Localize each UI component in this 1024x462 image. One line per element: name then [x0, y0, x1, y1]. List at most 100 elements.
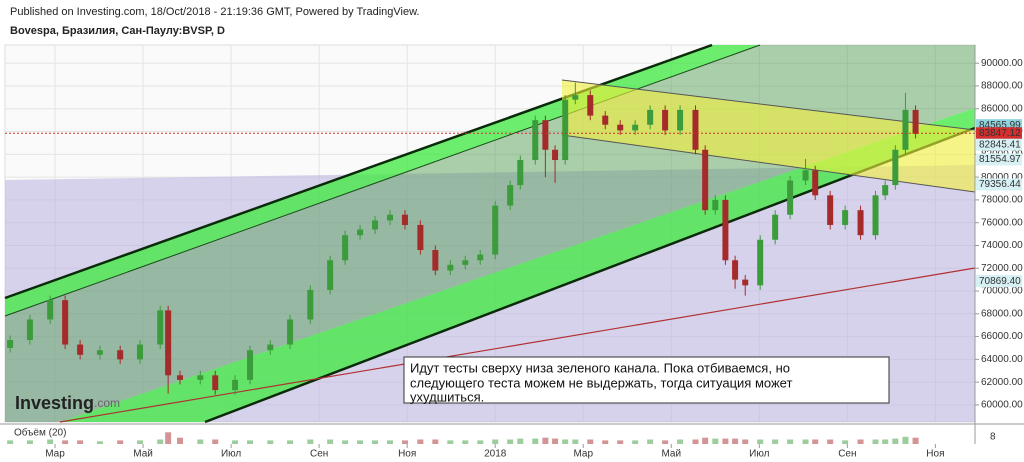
- x-tick-label: Мар: [573, 449, 593, 460]
- volume-bar: [902, 436, 909, 444]
- volume-bar: [742, 439, 749, 444]
- volume-bar: [417, 439, 424, 444]
- candle-body: [287, 319, 294, 345]
- volume-bar: [212, 439, 219, 444]
- volume-bar: [372, 440, 379, 444]
- annotation-line: следующего теста можем не выдержать, тог…: [410, 375, 792, 390]
- volume-bar: [702, 437, 709, 444]
- price-label-box: [976, 178, 1022, 191]
- trend-line: [59, 267, 976, 423]
- candle-body: [712, 199, 719, 211]
- candle-body: [572, 95, 579, 100]
- volume-bar: [647, 439, 654, 444]
- price-label: 83847.12: [979, 128, 1021, 139]
- y-tick-label: 62000.00: [981, 377, 1023, 388]
- candle-body: [447, 264, 454, 271]
- candle-body: [812, 170, 819, 196]
- candle-body: [542, 120, 549, 150]
- volume-bar: [632, 440, 639, 444]
- volume-bar: [447, 440, 454, 444]
- candle-body: [7, 339, 14, 348]
- y-tick-label: 70000.00: [981, 286, 1023, 297]
- volume-bar: [7, 440, 14, 444]
- price-label-box: [976, 275, 1022, 288]
- volume-bar: [342, 440, 349, 444]
- candle-body: [197, 375, 204, 380]
- candle-body: [177, 375, 184, 380]
- candle-body: [632, 124, 639, 131]
- volume-bar: [722, 438, 729, 444]
- candle-body: [842, 210, 849, 225]
- volume-bar: [432, 439, 439, 444]
- candle-body: [47, 300, 54, 320]
- candle-body: [742, 279, 749, 286]
- volume-bar: [96, 441, 103, 444]
- candle-body: [77, 344, 84, 355]
- volume-bar: [602, 440, 609, 444]
- candle-body: [387, 214, 393, 221]
- annotation-line: Идут тесты сверху низа зеленого канала. …: [410, 360, 790, 375]
- volume-bar: [842, 440, 849, 444]
- symbol-title: Bovespa, Бразилия, Сан-Паулу:BVSP, D: [10, 25, 225, 37]
- volume-bar: [47, 439, 54, 444]
- x-tick-label: Сен: [838, 449, 856, 460]
- volume-bar: [157, 439, 164, 444]
- x-tick-label: Июл: [749, 449, 769, 460]
- candle-body: [477, 254, 484, 261]
- volume-bar: [177, 437, 184, 444]
- volume-bar: [136, 440, 143, 444]
- volume-bar: [617, 440, 624, 444]
- yellow-channel-line: [561, 134, 976, 193]
- candle-body: [157, 310, 164, 345]
- y-tick-label: 90000.00: [981, 58, 1023, 69]
- volume-bar: [562, 439, 569, 444]
- volume-bar: [327, 439, 334, 444]
- volume-bar: [197, 439, 204, 444]
- candle-body: [857, 210, 864, 236]
- candle-body: [552, 149, 559, 161]
- channel-line: [204, 126, 976, 424]
- volume-bar: [401, 440, 408, 444]
- volume-bar: [26, 440, 33, 444]
- volume-bar: [912, 437, 919, 444]
- volume-bar: [357, 440, 364, 444]
- volume-bar: [552, 438, 559, 444]
- volume-tick-label: 8: [990, 431, 996, 442]
- candle-body: [772, 214, 779, 240]
- candle-body: [732, 260, 739, 280]
- volume-bar: [677, 439, 684, 444]
- volume-bar: [787, 439, 794, 444]
- candle-body: [532, 120, 539, 161]
- candle-body: [562, 99, 569, 161]
- price-label: 79356.44: [979, 179, 1021, 190]
- volume-bar: [872, 439, 879, 444]
- candle-body: [662, 109, 669, 131]
- volume-bar: [267, 440, 274, 444]
- y-tick-label: 78000.00: [981, 195, 1023, 206]
- candle-body: [692, 109, 699, 150]
- candle-body: [96, 350, 103, 355]
- volume-bar: [247, 440, 254, 444]
- candle-body: [912, 109, 919, 134]
- y-tick-label: 80000.00: [981, 172, 1023, 183]
- volume-bar: [772, 439, 779, 444]
- candle-body: [702, 149, 709, 211]
- candle-body: [587, 95, 594, 116]
- candle-body: [872, 195, 879, 236]
- price-label-box: [976, 138, 1022, 151]
- y-tick-label: 74000.00: [981, 240, 1023, 251]
- volume-bar: [827, 439, 834, 444]
- volume-bar: [712, 438, 719, 444]
- candle-body: [617, 124, 624, 131]
- candle-body: [212, 375, 219, 391]
- candle-body: [417, 224, 424, 251]
- volume-bar: [77, 440, 84, 444]
- volume-bar: [732, 438, 739, 444]
- price-label: 82845.41: [979, 139, 1021, 150]
- candle-body: [342, 235, 349, 261]
- volume-bar: [662, 440, 669, 444]
- volume-bar: [812, 439, 819, 444]
- candle-body: [517, 160, 524, 186]
- candle-body: [136, 344, 143, 360]
